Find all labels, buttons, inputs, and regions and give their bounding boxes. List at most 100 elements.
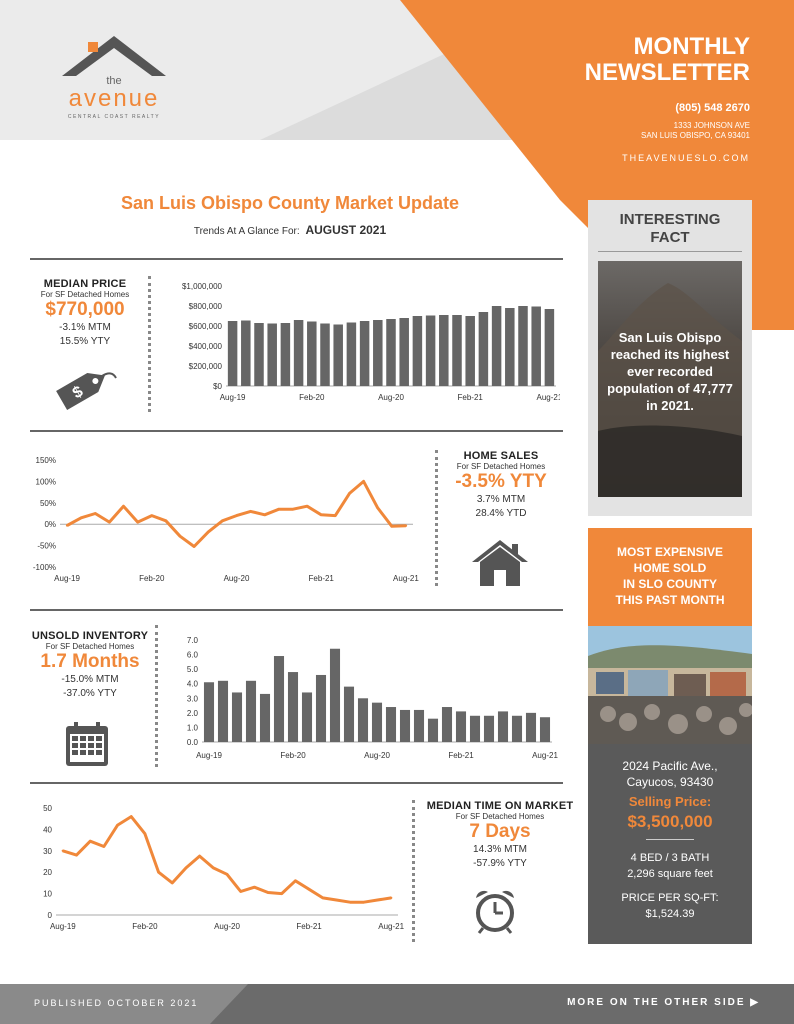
trends-period: AUGUST 2021	[305, 223, 387, 237]
y-tick-label: 40	[43, 825, 52, 834]
time-on-market-chart: 0 10 20 30 40 50 Aug-19 Feb-20 Aug-20 Feb-21 Aug-2…	[43, 804, 405, 931]
expensive-home-title-line4: THIS PAST MONTH	[615, 593, 725, 607]
time-on-market-stat: MEDIAN TIME ON MARKET For SF Detached Ho…	[420, 800, 580, 871]
interesting-fact-card: INTERESTING FACT San Luis Obispo reached…	[588, 200, 752, 516]
median-price-title: MEDIAN PRICE	[43, 278, 127, 290]
section-divider	[30, 782, 563, 784]
bar	[231, 692, 243, 742]
address-line2: Cayucos, 93430	[626, 775, 714, 789]
interesting-fact-title: INTERESTING FACT	[588, 211, 752, 247]
data-point	[130, 815, 133, 818]
y-tick-label: 5.0	[187, 665, 199, 674]
median-price-chart: $0 $200,000 $400,000 $600,000 $800,000 $1,000…	[182, 282, 560, 402]
price-per-sqft: PRICE PER SQ-FT: $1,524.39	[588, 890, 752, 922]
bar	[505, 308, 515, 386]
bar	[491, 306, 502, 386]
bar	[227, 321, 238, 386]
home-sales-title: HOME SALES	[463, 450, 539, 462]
bar	[525, 712, 537, 742]
bar	[273, 656, 285, 742]
bar	[469, 715, 481, 742]
y-tick-label: 1.0	[187, 723, 199, 732]
data-point	[61, 849, 65, 852]
data-point	[102, 845, 106, 848]
y-tick-label: 7.0	[187, 636, 199, 645]
newsletter-title-line1: MONTHLY	[633, 33, 750, 60]
bar	[483, 715, 495, 742]
calendar-icon	[66, 722, 108, 766]
interesting-fact-title-line2: FACT	[650, 229, 690, 246]
x-tick-label: Feb-20	[280, 751, 306, 760]
home-sales-chart: -100% -50% 0% 50% 100% 150% Aug-19 Feb-20 Aug-20…	[33, 456, 420, 583]
bar	[333, 324, 343, 386]
bar	[203, 682, 215, 742]
bar	[280, 323, 291, 386]
median-price-ytd: 15.5% YTY	[59, 336, 111, 347]
data-point	[334, 514, 337, 517]
ppsf-label: PRICE PER SQ-FT:	[621, 892, 719, 904]
price-divider	[646, 839, 694, 840]
section-divider	[30, 430, 563, 432]
beds-baths: 4 BED / 3 BATH	[630, 852, 710, 864]
dotted-separator	[412, 800, 415, 942]
bar	[497, 711, 509, 742]
home-sales-ytd: 28.4% YTD	[475, 508, 527, 519]
data-point	[239, 890, 242, 893]
data-point	[277, 508, 281, 511]
data-point	[249, 510, 252, 513]
triangle-right-icon: ▶	[750, 997, 760, 1008]
newsletter-title-line2: NEWSLETTER	[584, 59, 750, 86]
series-line	[62, 815, 392, 904]
y-tick-label: -50%	[37, 542, 56, 551]
data-point	[207, 530, 210, 534]
data-point	[150, 514, 153, 517]
data-point	[79, 516, 83, 519]
y-tick-label: $600,000	[189, 322, 223, 331]
expensive-home-header: MOST EXPENSIVE HOME SOLD IN SLO COUNTY T…	[588, 528, 752, 626]
data-point	[263, 513, 266, 516]
unsold-inventory-mtm: -15.0% MTM	[61, 674, 119, 685]
mountain-silhouette	[598, 283, 742, 497]
data-point	[294, 879, 297, 882]
page-title: San Luis Obispo County Market Update	[120, 193, 460, 213]
address-line1: 2024 Pacific Ave.,	[622, 759, 718, 773]
unsold-inventory-ytd: -37.0% YTY	[63, 688, 117, 699]
bar	[412, 316, 423, 386]
x-tick-label: Aug-19	[50, 922, 76, 931]
y-tick-label: $0	[213, 382, 222, 391]
median-price-value: $770,000	[45, 299, 125, 320]
data-point	[178, 534, 182, 538]
x-tick-label: Aug-20	[224, 574, 250, 583]
y-tick-label: $400,000	[189, 342, 223, 351]
data-point	[198, 854, 201, 858]
data-point	[376, 898, 379, 902]
data-point	[376, 506, 379, 510]
bar	[245, 680, 257, 742]
expensive-home-title-line3: IN SLO COUNTY	[622, 577, 717, 591]
bar	[293, 320, 304, 386]
bar	[217, 680, 229, 742]
data-point	[89, 839, 92, 843]
home-specs: 4 BED / 3 BATH 2,296 square feet	[588, 850, 752, 882]
bar	[465, 316, 475, 386]
footer-more-link[interactable]: MORE ON THE OTHER SIDE ▶	[560, 997, 760, 1008]
data-point	[192, 545, 196, 548]
y-tick-label: 4.0	[187, 680, 199, 689]
bar	[315, 674, 327, 742]
bar	[425, 315, 436, 386]
coastal-home-photo	[588, 626, 752, 744]
data-point	[94, 512, 97, 515]
x-tick-label: Aug-21	[378, 922, 404, 931]
x-tick-label: Feb-21	[448, 751, 474, 760]
bar	[386, 319, 396, 386]
data-point	[320, 513, 323, 516]
home-sales-value: -3.5% YTY	[455, 471, 547, 492]
y-tick-label: 30	[43, 847, 52, 856]
data-point	[75, 853, 78, 857]
y-tick-label: -100%	[33, 563, 56, 572]
data-point	[362, 480, 365, 483]
selling-price-value: $3,500,000	[627, 812, 713, 831]
unsold-inventory-subtitle: For SF Detached Homes	[45, 642, 135, 651]
data-point	[108, 520, 111, 524]
bar	[301, 692, 313, 742]
